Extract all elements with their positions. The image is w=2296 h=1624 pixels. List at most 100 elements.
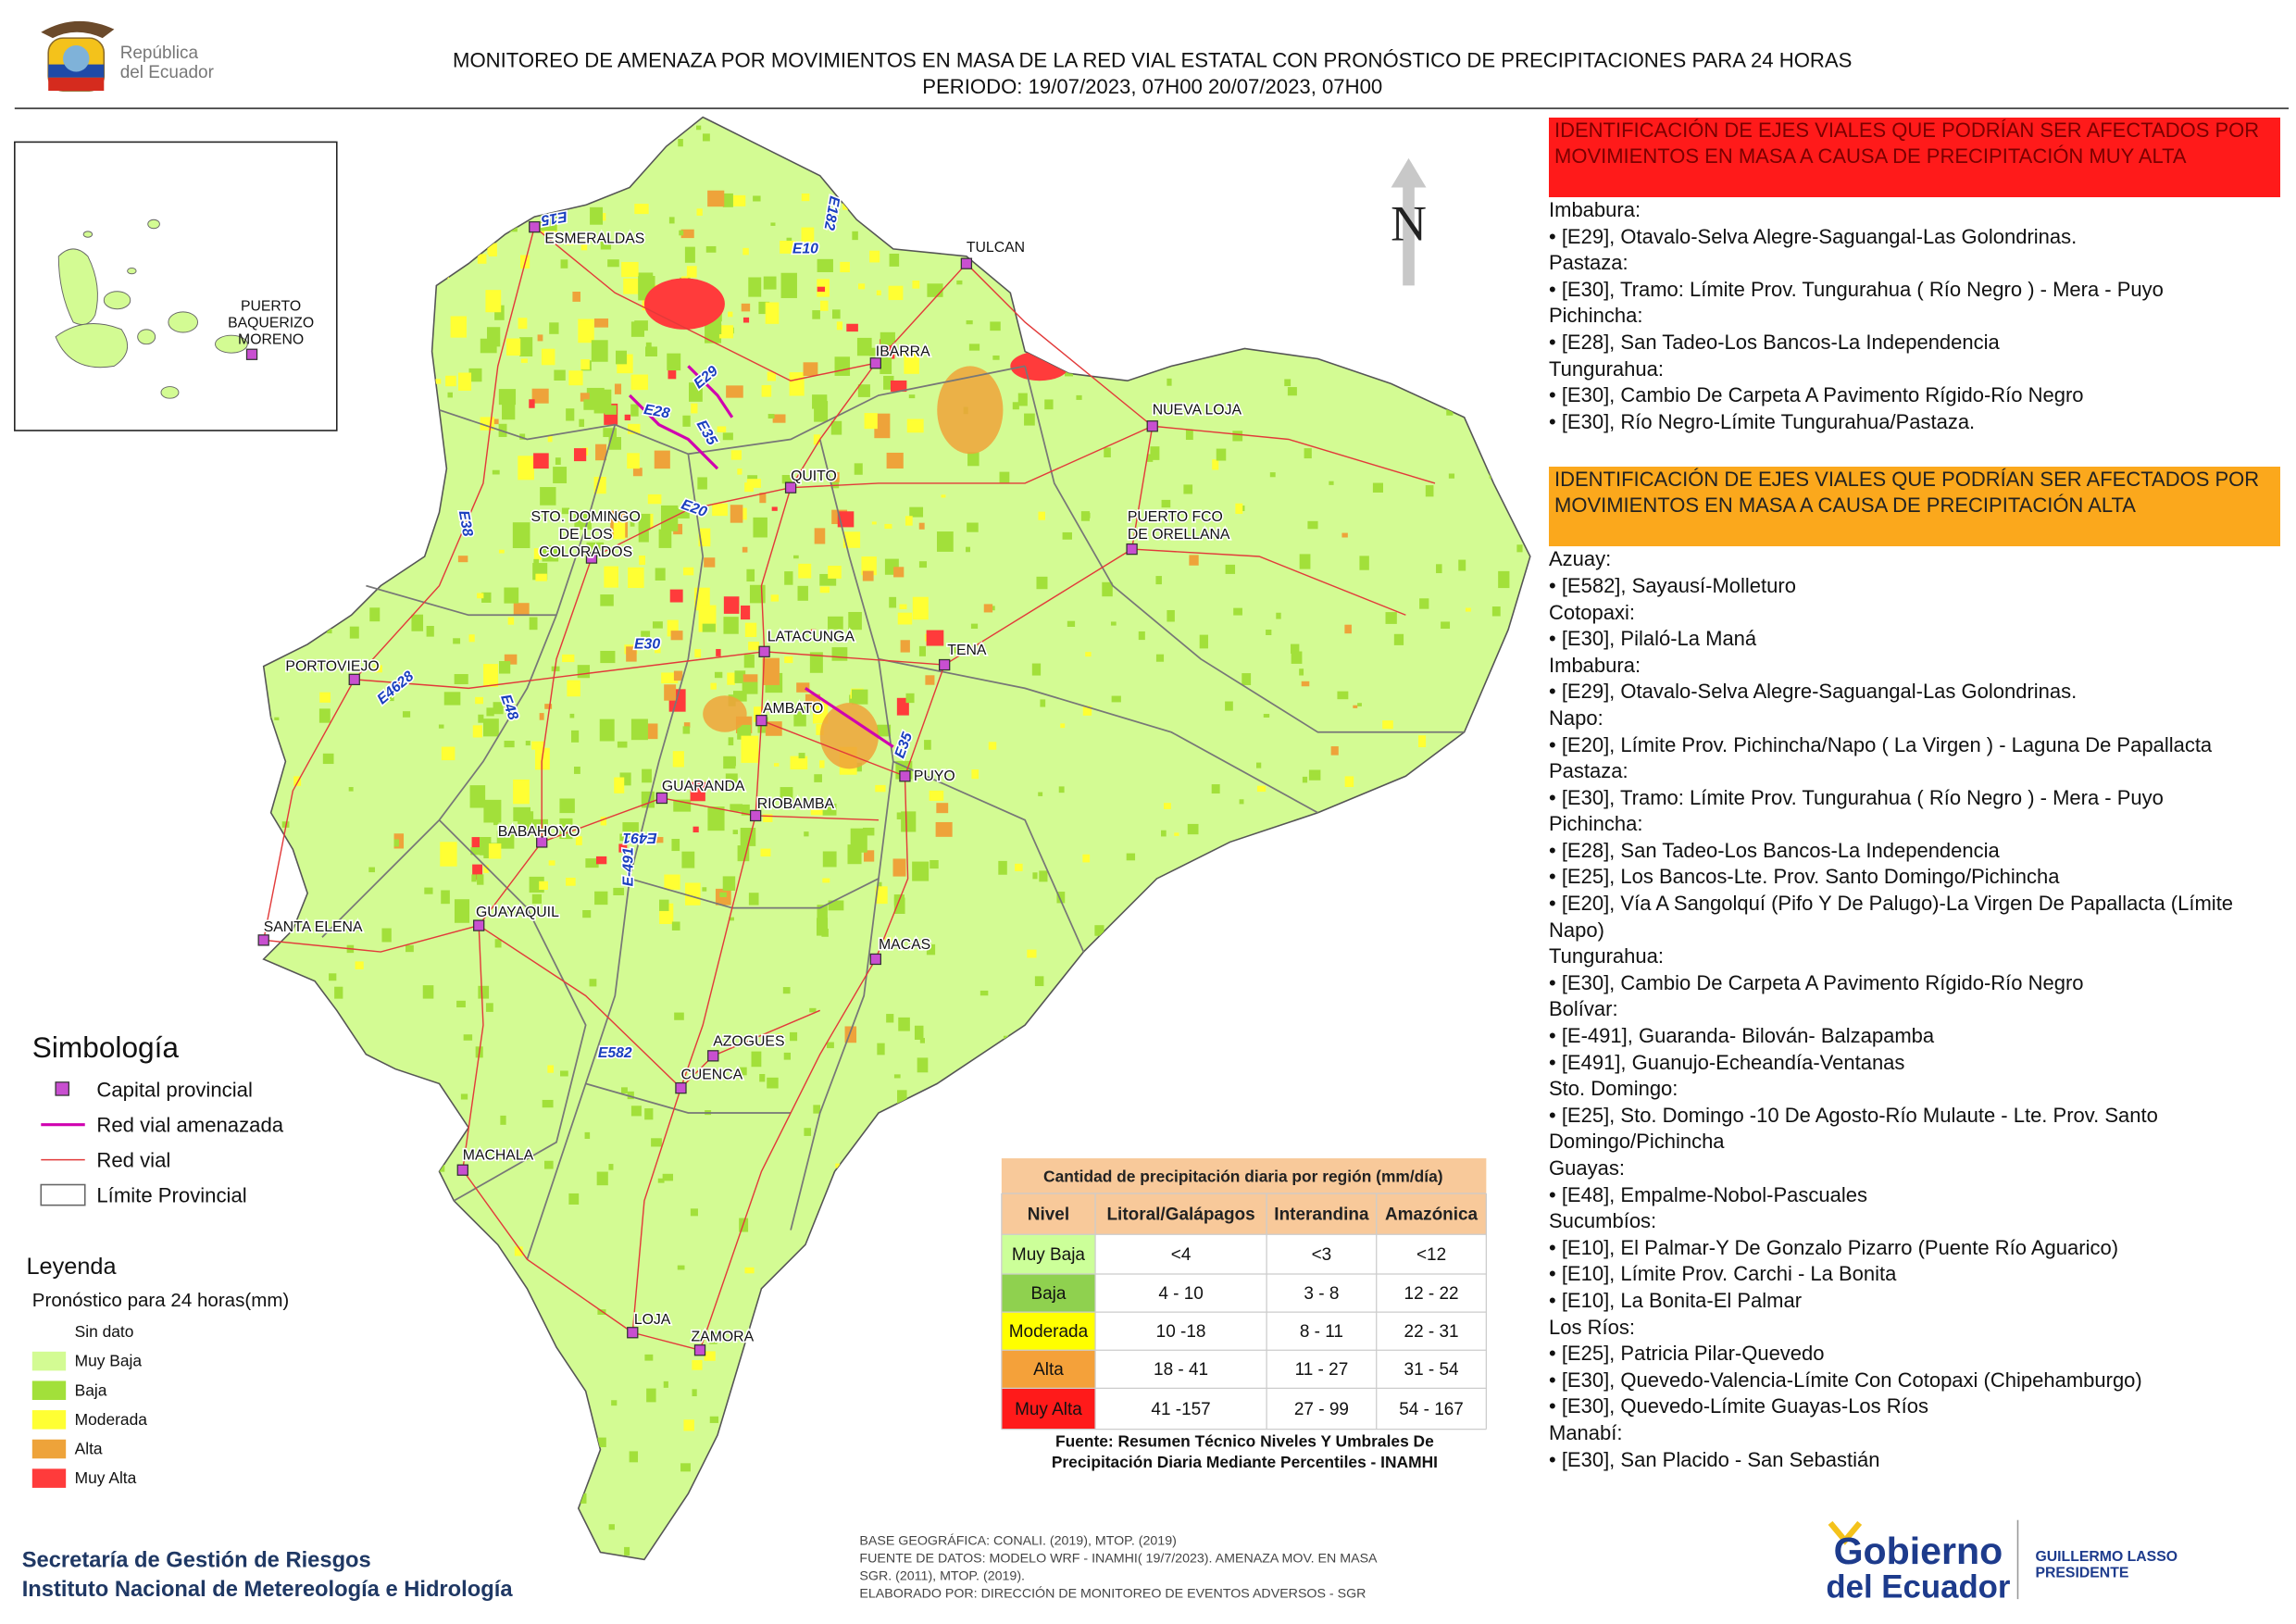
table-cell: 11 - 27 bbox=[1295, 1360, 1349, 1380]
patch bbox=[533, 453, 549, 469]
patch bbox=[1145, 192, 1152, 200]
patch bbox=[1530, 1024, 1539, 1031]
table-cell: 3 - 8 bbox=[1304, 1284, 1339, 1304]
patch bbox=[788, 118, 801, 133]
patch bbox=[1058, 240, 1066, 245]
patch bbox=[1453, 1499, 1463, 1507]
patch bbox=[485, 290, 502, 313]
patch bbox=[781, 1425, 792, 1435]
patch bbox=[1436, 564, 1442, 574]
patch bbox=[797, 585, 808, 601]
patch bbox=[899, 604, 907, 609]
province: Manabí: bbox=[1549, 1420, 1623, 1444]
org-name: Instituto Nacional de Metereología e Hid… bbox=[22, 1578, 514, 1602]
patch bbox=[948, 1341, 958, 1356]
patch bbox=[662, 1173, 674, 1181]
patch bbox=[817, 286, 826, 293]
patch bbox=[813, 1105, 821, 1114]
patch bbox=[822, 851, 837, 868]
patch bbox=[1036, 576, 1048, 590]
patch bbox=[1391, 1148, 1398, 1155]
patch bbox=[863, 850, 875, 862]
patch bbox=[1067, 172, 1075, 180]
patch bbox=[790, 756, 808, 770]
patch bbox=[726, 385, 743, 398]
legend-swatch bbox=[31, 1439, 67, 1459]
patch bbox=[762, 657, 780, 685]
patch bbox=[1256, 785, 1267, 793]
patch bbox=[1150, 446, 1160, 460]
patch bbox=[727, 672, 736, 685]
patch bbox=[828, 616, 843, 630]
patch bbox=[1127, 1341, 1134, 1347]
patch bbox=[416, 1082, 425, 1093]
patch bbox=[780, 240, 796, 254]
province: Pichincha: bbox=[1549, 812, 1643, 836]
patch bbox=[914, 1025, 924, 1040]
patch bbox=[1040, 699, 1046, 707]
patch bbox=[1314, 1523, 1320, 1531]
gov-name: Gobierno bbox=[1834, 1530, 2003, 1572]
patch bbox=[1359, 556, 1369, 570]
patch bbox=[285, 1134, 293, 1140]
patch bbox=[514, 1246, 523, 1256]
patch bbox=[274, 717, 280, 720]
patch bbox=[1279, 1493, 1290, 1501]
road-item: • [E30], Pilaló-La Maná bbox=[1549, 627, 1757, 651]
patch bbox=[418, 1130, 429, 1142]
patch bbox=[1185, 429, 1193, 441]
capital-marker bbox=[257, 934, 269, 946]
patch bbox=[1082, 135, 1090, 142]
patch bbox=[441, 746, 455, 761]
patch bbox=[871, 521, 877, 525]
patch bbox=[744, 1267, 755, 1274]
patch bbox=[1081, 986, 1087, 990]
patch bbox=[659, 899, 669, 911]
patch bbox=[1060, 210, 1067, 222]
city-label: TULCAN bbox=[967, 240, 1025, 256]
patch bbox=[702, 623, 716, 632]
patch bbox=[1185, 1507, 1196, 1525]
patch bbox=[1465, 607, 1471, 612]
patch bbox=[935, 821, 953, 837]
patch bbox=[1449, 937, 1462, 952]
patch bbox=[904, 351, 919, 374]
patch bbox=[381, 1134, 390, 1145]
patch bbox=[488, 843, 502, 859]
capital-marker bbox=[585, 552, 598, 564]
patch bbox=[343, 356, 352, 361]
patch bbox=[399, 371, 410, 386]
patch bbox=[319, 692, 331, 703]
patch bbox=[1458, 559, 1466, 571]
patch bbox=[672, 751, 684, 768]
patch bbox=[1171, 198, 1180, 211]
patch bbox=[742, 546, 748, 553]
patch bbox=[789, 372, 805, 396]
patch bbox=[544, 1160, 554, 1169]
patch bbox=[875, 784, 886, 793]
patch bbox=[315, 1220, 321, 1226]
patch bbox=[638, 513, 651, 531]
patch bbox=[363, 1130, 374, 1144]
patch bbox=[800, 1354, 808, 1362]
patch bbox=[1291, 651, 1303, 664]
patch bbox=[680, 1463, 691, 1472]
patch bbox=[1446, 408, 1454, 416]
patch bbox=[966, 546, 970, 553]
patch bbox=[1521, 1505, 1530, 1518]
patch bbox=[702, 133, 710, 142]
patch bbox=[539, 713, 544, 720]
patch bbox=[472, 864, 483, 881]
galapagos-islands bbox=[55, 219, 248, 399]
patch bbox=[936, 531, 954, 552]
patch bbox=[728, 311, 733, 318]
patch bbox=[681, 851, 695, 868]
patch bbox=[1523, 1017, 1530, 1027]
patch bbox=[530, 141, 537, 147]
patch bbox=[1013, 173, 1018, 181]
province: Pichincha: bbox=[1549, 304, 1643, 328]
patch bbox=[1301, 681, 1310, 687]
patch bbox=[751, 1051, 762, 1068]
patch bbox=[634, 320, 648, 331]
patch bbox=[480, 338, 497, 354]
